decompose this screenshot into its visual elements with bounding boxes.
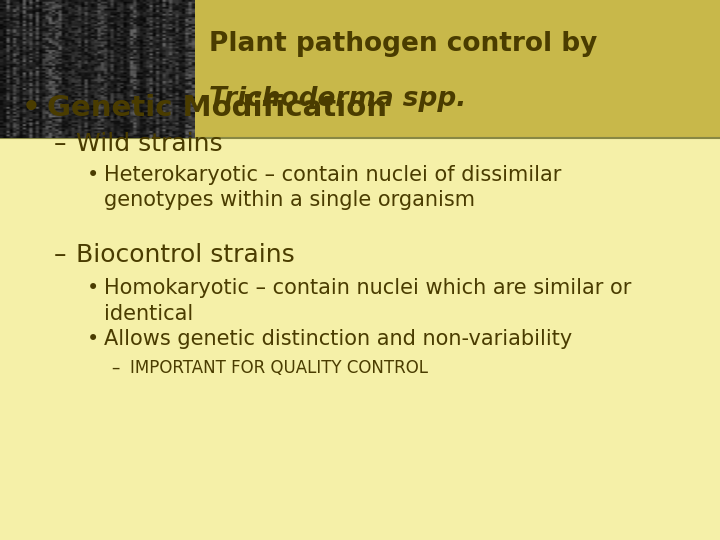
Text: –: – — [112, 359, 120, 377]
Bar — [0, 0, 720, 138]
Text: Genetic Modification: Genetic Modification — [47, 94, 387, 123]
Text: •: • — [86, 278, 99, 298]
Text: Homokaryotic – contain nuclei which are similar or
identical: Homokaryotic – contain nuclei which are … — [104, 278, 631, 323]
Text: •: • — [22, 94, 40, 123]
Text: Wild strains: Wild strains — [76, 132, 222, 156]
Text: Allows genetic distinction and non-variability: Allows genetic distinction and non-varia… — [104, 329, 572, 349]
Text: –: – — [54, 243, 66, 267]
Text: Trichoderma spp.: Trichoderma spp. — [209, 86, 466, 112]
Text: –: – — [54, 132, 66, 156]
Text: Plant pathogen control by: Plant pathogen control by — [209, 31, 597, 57]
Text: Biocontrol strains: Biocontrol strains — [76, 243, 294, 267]
Text: IMPORTANT FOR QUALITY CONTROL: IMPORTANT FOR QUALITY CONTROL — [130, 359, 428, 377]
Text: Heterokaryotic – contain nuclei of dissimilar
genotypes within a single organism: Heterokaryotic – contain nuclei of dissi… — [104, 165, 562, 210]
Text: •: • — [86, 329, 99, 349]
Text: •: • — [86, 165, 99, 185]
